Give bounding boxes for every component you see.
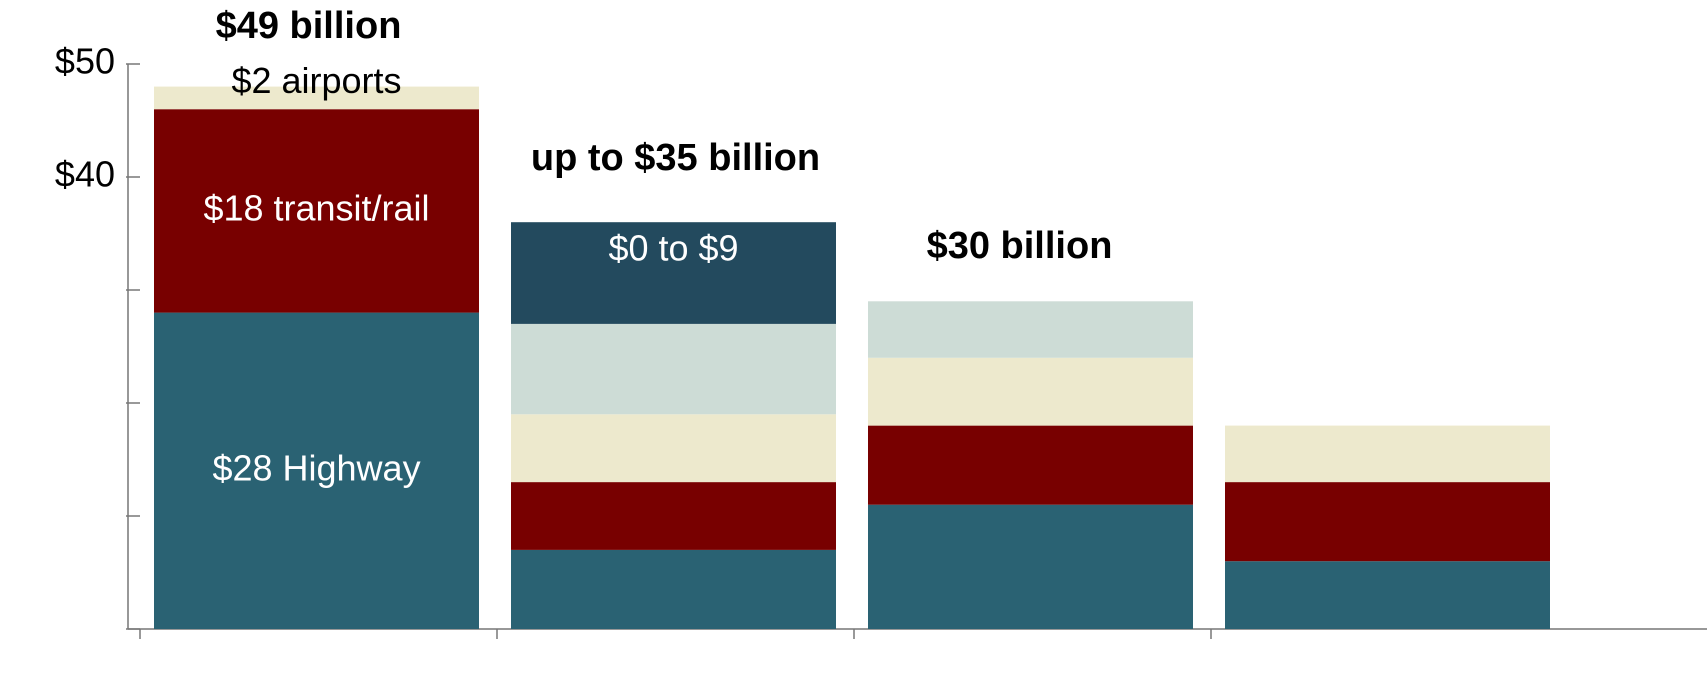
bar-segment [511, 323, 836, 415]
bar-segment [511, 549, 836, 629]
bar-segment [868, 357, 1193, 426]
value-label: $28 Highway [212, 447, 420, 488]
total-annotation: $49 billion [216, 5, 402, 47]
bar-segment [511, 222, 836, 324]
bar-segment [868, 301, 1193, 358]
bar-segment [511, 414, 836, 483]
y-tick-label: $40 [55, 154, 115, 195]
bar-segment [868, 504, 1193, 629]
bar-segment [511, 482, 836, 550]
total-annotation: $30 billion [927, 225, 1113, 267]
bar-segment [1225, 482, 1550, 562]
bar-segment [154, 109, 479, 313]
bar-segment [154, 312, 479, 629]
y-tick-label: $50 [55, 41, 115, 82]
bar-segment [154, 86, 479, 110]
total-annotation: up to $35 billion [531, 137, 820, 179]
value-label: $2 airports [231, 60, 401, 101]
bar-segment [1225, 425, 1550, 483]
value-label: $0 to $9 [608, 228, 738, 269]
bar-segment [1225, 561, 1550, 629]
bar-segment [868, 425, 1193, 505]
value-label: $18 transit/rail [203, 187, 429, 228]
